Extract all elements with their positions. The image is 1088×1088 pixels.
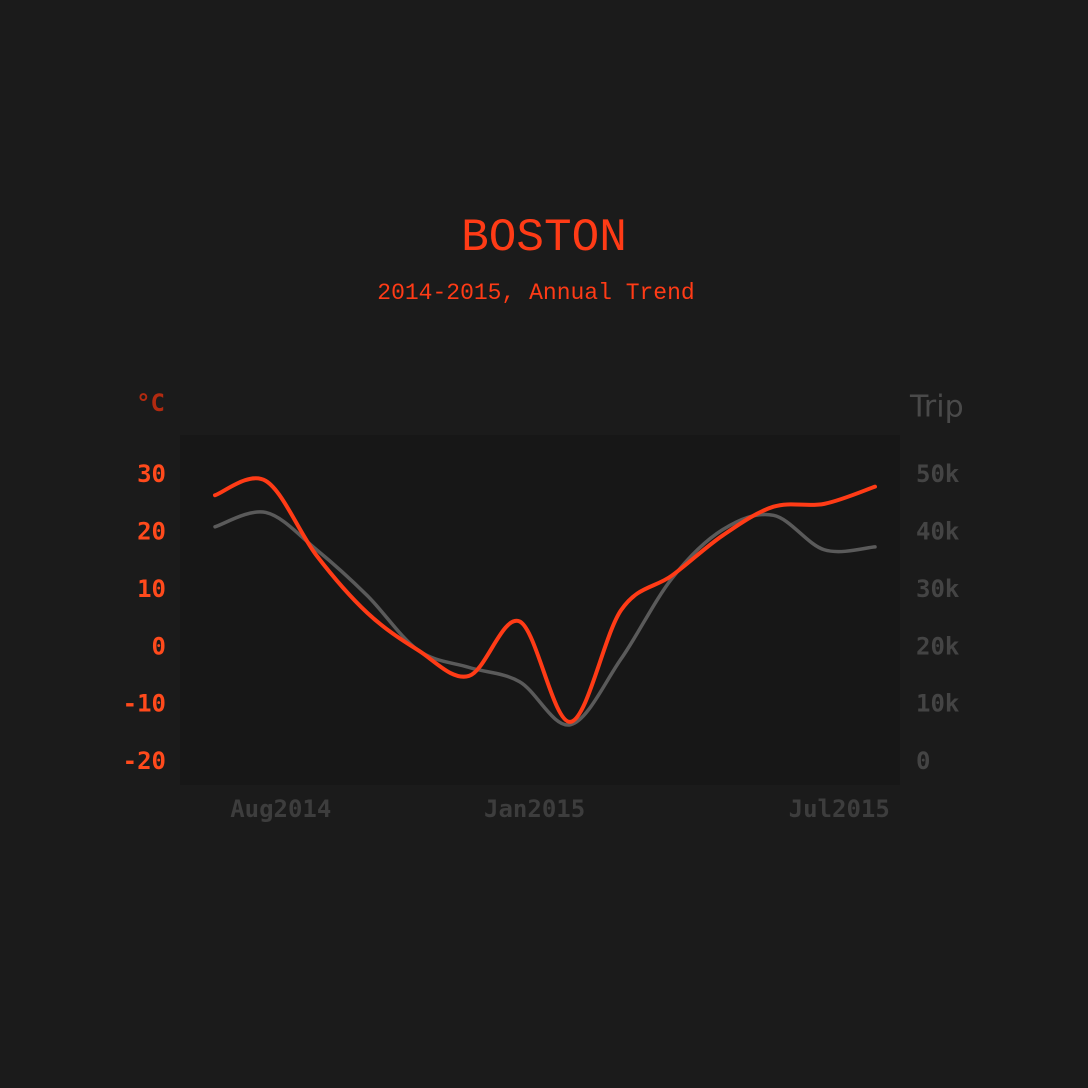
y-tick-label: -20 xyxy=(123,747,166,775)
y2-tick-label: 10k xyxy=(916,690,960,718)
y2-tick-label: 40k xyxy=(916,518,960,546)
y2-tick-label: 0 xyxy=(916,747,930,775)
y2-axis-label: Trip xyxy=(909,390,964,425)
plot-area xyxy=(180,435,900,785)
x-tick-label: Jul2015 xyxy=(789,795,890,823)
x-tick-label: Aug2014 xyxy=(230,795,331,823)
chart-subtitle: 2014-2015, Annual Trend xyxy=(377,280,694,306)
y-tick-label: 0 xyxy=(152,632,166,660)
y-axis-label: °C xyxy=(136,389,165,417)
y2-tick-label: 50k xyxy=(916,460,960,488)
x-tick-label: Jan2015 xyxy=(484,795,585,823)
y-tick-label: 30 xyxy=(137,460,166,488)
y-tick-label: -10 xyxy=(123,690,166,718)
y-tick-label: 20 xyxy=(137,518,166,546)
y2-tick-label: 20k xyxy=(916,632,960,660)
line-series xyxy=(213,476,877,724)
y2-tick-label: 30k xyxy=(916,575,960,603)
line-series xyxy=(213,510,877,727)
chart-title: BOSTON xyxy=(461,212,627,264)
y-tick-label: 10 xyxy=(137,575,166,603)
